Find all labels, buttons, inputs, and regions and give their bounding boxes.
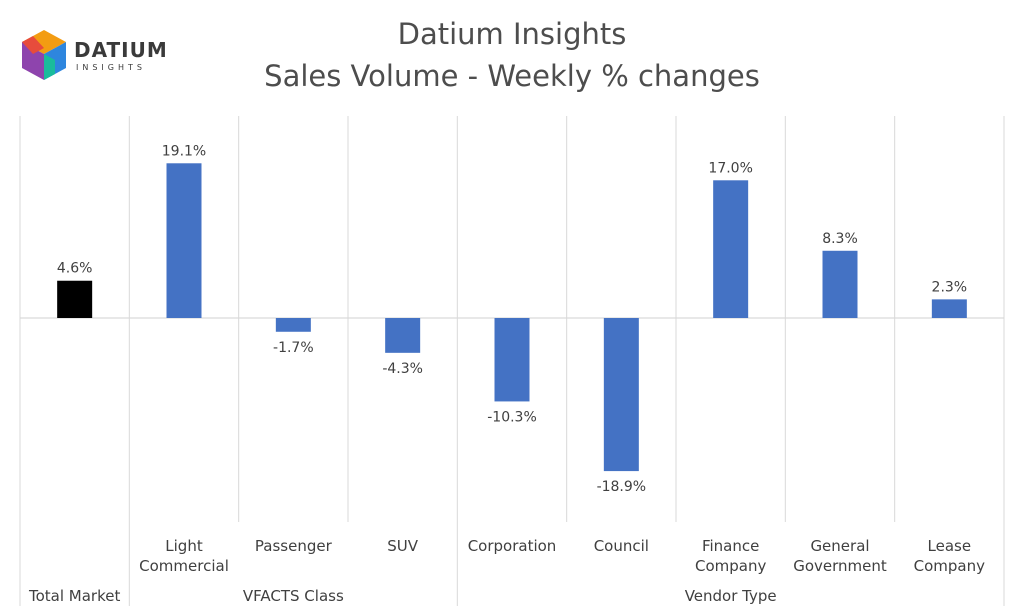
data-label: 19.1% xyxy=(162,143,206,159)
category-label: SUV xyxy=(387,537,419,555)
category-label: Company xyxy=(695,557,766,575)
category-label: General xyxy=(810,537,869,555)
group-label: Vendor Type xyxy=(685,587,777,605)
category-label: Passenger xyxy=(255,537,333,555)
category-label: Company xyxy=(914,557,985,575)
chart-title: Datium Insights xyxy=(398,17,627,51)
category-label: Light xyxy=(165,537,203,555)
data-label: 8.3% xyxy=(822,231,858,247)
group-label: VFACTS Class xyxy=(243,587,344,605)
value-labels: 4.6% 19.1% -1.7% -4.3% -10.3% -18.9% 17.0% 8.3%… xyxy=(57,143,967,495)
bar xyxy=(385,318,421,353)
category-label: Government xyxy=(793,557,887,575)
data-label: -18.9% xyxy=(597,479,647,495)
bar xyxy=(931,299,967,318)
category-label: Council xyxy=(594,537,649,555)
data-label: 17.0% xyxy=(708,160,752,176)
category-label: Lease xyxy=(928,537,972,555)
group-label: Total Market xyxy=(28,587,120,605)
bar xyxy=(166,163,202,318)
bar xyxy=(275,318,311,332)
bars xyxy=(57,163,967,472)
data-label: -10.3% xyxy=(487,409,537,425)
bar xyxy=(494,318,530,402)
category-label: Corporation xyxy=(468,537,557,555)
data-label: -1.7% xyxy=(273,340,314,356)
category-dividers xyxy=(19,116,1005,606)
chart-subtitle: Sales Volume - Weekly % changes xyxy=(264,59,760,93)
bar xyxy=(57,280,93,318)
bar xyxy=(713,180,749,318)
category-label: Finance xyxy=(702,537,759,555)
data-label: 2.3% xyxy=(932,279,968,295)
logo-subword: INSIGHTS xyxy=(76,63,146,72)
data-label: 4.6% xyxy=(57,261,93,277)
category-label: Commercial xyxy=(139,557,229,575)
logo-cube-icon xyxy=(22,30,66,80)
group-labels: Total Market VFACTS Class Vendor Type xyxy=(28,587,777,605)
bar xyxy=(822,250,858,318)
data-label: -4.3% xyxy=(382,361,423,377)
category-labels: Light Commercial Passenger SUV Corporation Co… xyxy=(139,537,985,575)
logo-word: DATIUM xyxy=(74,38,168,62)
logo: DATIUM INSIGHTS xyxy=(22,30,168,80)
bar xyxy=(603,318,639,472)
